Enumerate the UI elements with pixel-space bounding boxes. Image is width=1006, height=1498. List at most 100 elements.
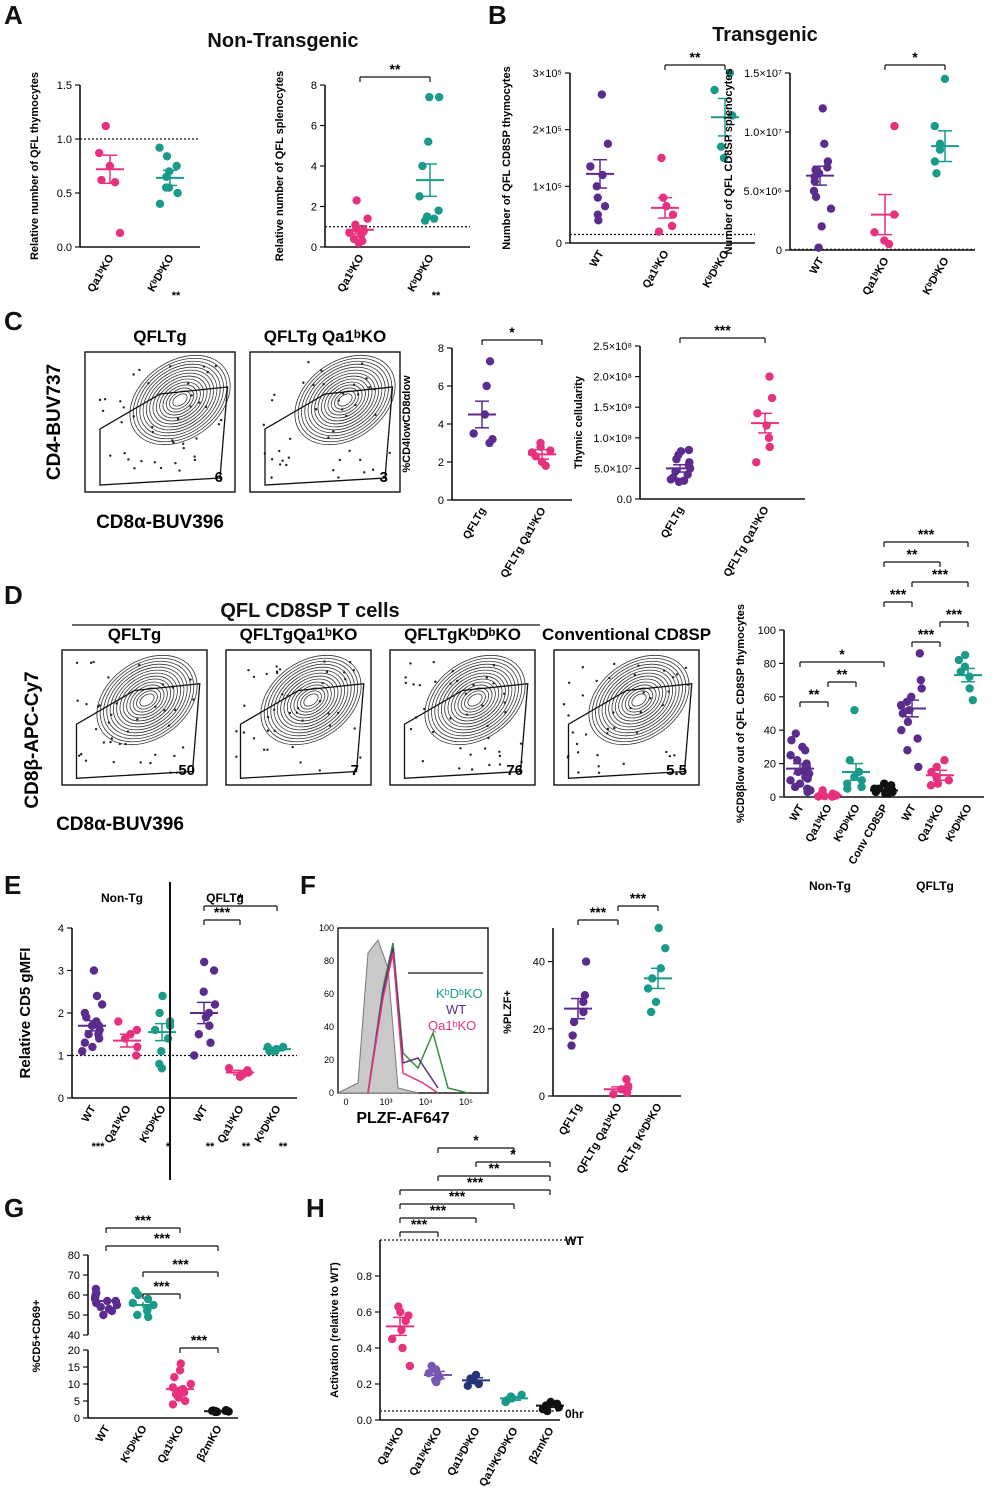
event-dot [488,763,491,767]
event-dot [498,754,502,758]
event-dot [684,666,688,670]
panel-letter-g: G [4,1193,25,1223]
event-dot [637,664,640,667]
significance-under: * [166,1141,171,1153]
data-point [600,201,610,211]
y-tick-label: 0.0 [617,494,632,506]
data-point [162,172,171,181]
event-dot [485,676,489,679]
event-dot [85,702,88,706]
data-point [897,726,906,735]
y-tick-label: 10 [68,1379,80,1391]
contour-line [286,678,336,722]
event-dot [464,692,468,696]
data-point [820,139,829,148]
plot-title: QFLTg Qa1ᵇKO [264,327,387,346]
data-point [752,458,761,467]
y-tick-label: 0 [311,242,317,254]
event-dot [182,446,185,450]
event-dot [119,400,122,403]
x-tick-label: 10³ [379,1097,392,1107]
event-dot [139,761,142,764]
event-dot [149,761,152,765]
event-dot [172,441,175,444]
event-dot [323,660,326,663]
contour-line [327,384,363,416]
event-dot [262,423,266,427]
event-dot [84,759,88,762]
data-point [155,1008,164,1018]
y-tick-label: 5 [74,1396,80,1408]
event-dot [168,365,172,368]
contour-line [267,660,355,740]
event-dot [567,681,571,684]
y-tick-label: 0 [770,792,776,804]
event-dot [642,691,645,694]
y-tick-label: 20 [533,1024,545,1036]
data-point [810,177,819,186]
data-point [791,729,801,738]
contour-line [591,657,687,743]
event-dot [371,468,375,471]
significance-under: ** [242,1141,251,1153]
histogram-qa1bko [367,952,439,1094]
event-dot [120,421,123,424]
label-0hr: 0hr [565,1407,584,1421]
category-label: Qa1ᵇKO [915,802,946,844]
data-point [930,157,940,166]
event-dot [214,364,217,368]
plot-title: Conventional CD8SP [542,625,711,644]
panel-letter-f: F [300,870,316,900]
sig-label: *** [153,1278,170,1294]
contour-line [96,654,198,746]
d-x-axis-label: CD8α-BUV396 [56,814,184,835]
title-qfl-cd8sp: QFL CD8SP T cells [220,600,400,622]
contour-line [109,666,185,734]
data-point [209,966,219,975]
event-dot [421,759,425,763]
data-point [765,442,774,452]
event-dot [487,736,490,740]
data-point [114,1017,123,1026]
y-tick-label: 2×10⁵ [533,125,562,137]
event-dot [198,401,201,404]
data-point [672,455,681,464]
legend-wt: WT [446,1002,466,1017]
event-dot [668,754,672,758]
gate-percentage: 50 [178,762,195,779]
gate-percentage: 7 [351,762,359,779]
category-label: Qa1ᵇKO [155,1423,186,1465]
sig-label: * [839,646,845,662]
event-dot [328,724,332,727]
contour-line [139,363,221,437]
contour-line [159,381,201,419]
significance-under: ** [172,290,181,302]
event-dot [595,679,598,683]
event-dot [577,771,580,774]
contour-line [631,693,647,707]
data-point [92,991,102,1001]
event-dot [270,399,274,402]
data-point [168,1400,178,1409]
event-dot [118,742,122,746]
data-point [89,966,99,975]
data-point [429,214,439,223]
category-label: Qa1ᵇKO [640,248,671,290]
data-point [654,227,664,236]
event-dot [252,737,256,740]
category-label: WT [588,248,607,269]
category-label: WT [808,255,827,276]
category-label: QFLTg [557,1102,585,1138]
contour-line [132,357,228,443]
y-tick-label: 1.5×10⁷ [744,68,782,80]
y-tick-label: 0 [776,245,782,257]
sig-label: *** [467,1174,484,1190]
event-dot [270,476,273,479]
event-dot [498,763,502,766]
event-dot [661,703,664,707]
contour-line [628,690,650,710]
event-dot [159,466,163,470]
chart-g: 40 50 60 70 80 0 5 10 15 20 %CD5+CD69+ WT KᵇDᵇKO Qa1ᵇ… [31,1212,238,1466]
category-label: KᵇDᵇKO [146,252,177,294]
